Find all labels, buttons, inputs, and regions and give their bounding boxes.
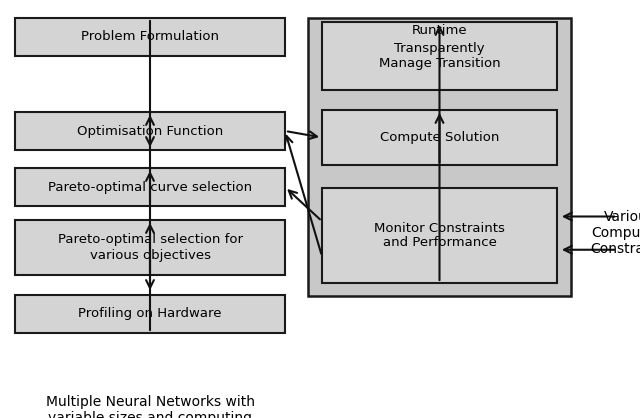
Text: Optimisation Function: Optimisation Function <box>77 125 223 138</box>
Text: Problem Formulation: Problem Formulation <box>81 31 219 43</box>
Text: Pareto-optimal curve selection: Pareto-optimal curve selection <box>48 181 252 194</box>
Bar <box>15 168 285 206</box>
Bar <box>15 18 285 56</box>
Bar <box>15 112 285 150</box>
Text: Monitor Constraints
and Performance: Monitor Constraints and Performance <box>374 222 505 250</box>
Bar <box>322 188 557 283</box>
Bar <box>15 295 285 333</box>
Text: Multiple Neural Networks with
variable sizes and computing
characteristics: Multiple Neural Networks with variable s… <box>45 395 255 418</box>
Text: Compute Solution: Compute Solution <box>380 131 499 144</box>
Bar <box>308 18 571 296</box>
Bar <box>322 110 557 165</box>
Text: Transparently
Manage Transition: Transparently Manage Transition <box>379 42 500 70</box>
Bar <box>15 220 285 275</box>
Text: Various
Computing
Constraints: Various Computing Constraints <box>590 210 640 256</box>
Text: Pareto-optimal selection for
various objectives: Pareto-optimal selection for various obj… <box>58 234 243 262</box>
Bar <box>322 22 557 90</box>
Text: Runtime: Runtime <box>412 24 467 37</box>
Text: Profiling on Hardware: Profiling on Hardware <box>78 308 221 321</box>
